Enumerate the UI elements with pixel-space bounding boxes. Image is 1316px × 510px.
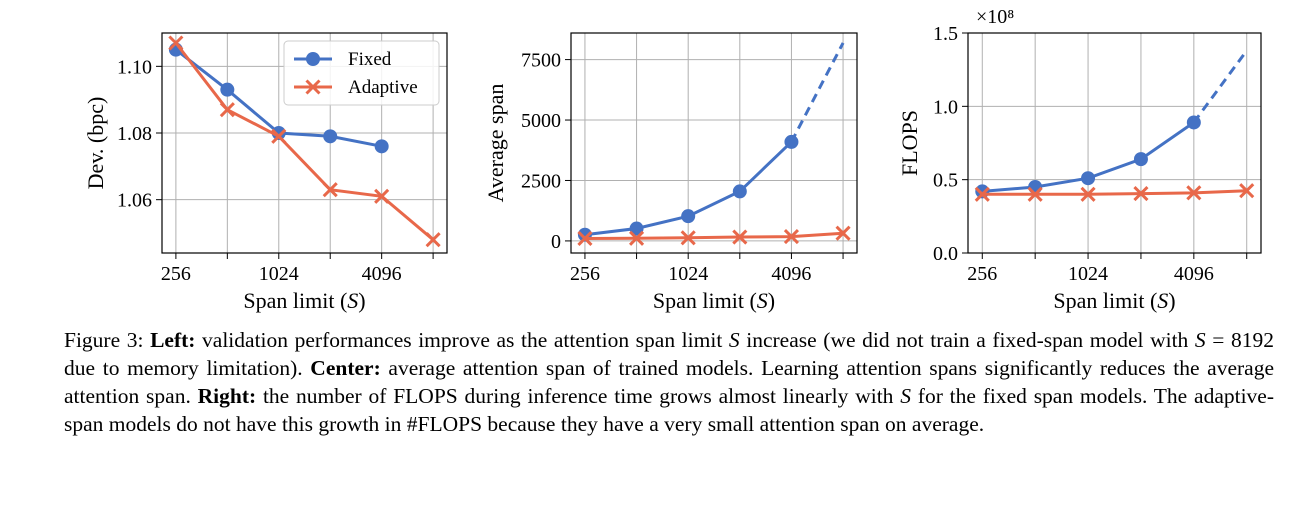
caption-equation: = 8192 [1205,328,1274,352]
data-point-adaptive [732,229,748,245]
axes-frame [161,32,448,254]
data-point-adaptive [1186,185,1202,201]
x-tick-label: 1024 [668,263,708,285]
data-point-fixed [1133,152,1148,167]
y-axis-label: Average span [483,84,508,203]
caption-right-text-1: the number of FLOPS during inference tim… [256,384,901,408]
y-tick-label: 2500 [521,170,561,192]
data-point-fixed [1186,115,1201,130]
data-point-adaptive [1027,186,1043,202]
y-tick-label: 1.06 [117,190,152,212]
data-point-adaptive [1239,183,1255,199]
caption-var-s: S [728,328,740,352]
data-point-adaptive [974,186,990,202]
data-point-adaptive [680,230,696,246]
legend-label: Fixed [348,49,392,70]
data-point-adaptive [629,230,645,246]
data-point-adaptive [322,182,338,198]
y-tick-label: 7500 [521,50,561,72]
y-tick-label: 0 [551,231,561,253]
chart-legend: Fixed Adaptive [283,40,440,106]
data-point-fixed [323,129,338,144]
y-axis-label: FLOPS [897,110,922,176]
data-point-adaptive [168,35,184,51]
caption-figure-label: Figure 3: [64,328,151,352]
y-tick-label: 0.5 [933,170,958,192]
chart-panel-right: 256 1024 4096 0.0 0.5 1.0 1.5 Span limit (S) FLO… [897,6,1262,313]
caption-left-label: Left: [150,328,196,352]
x-axis-label: Span limit (S) [653,288,775,313]
data-point-adaptive [1133,186,1149,202]
data-point-fixed [271,126,286,140]
x-tick-label: 4096 [771,263,811,285]
data-point-fixed [220,82,235,97]
y-tick-label: 1.5 [933,23,958,45]
caption-right-text-2: for the fixed span models. The adaptive-… [64,384,1275,436]
data-point-fixed [784,134,799,149]
caption-center-label: Center: [310,356,381,380]
series-line-adaptive [174,42,435,241]
series-line-adaptive [584,231,844,240]
x-tick-label: 256 [967,263,997,285]
y-tick-label: 1.0 [933,96,958,118]
data-point-adaptive [835,225,851,241]
y-tick-label: 1.10 [117,56,152,78]
axes-frame [967,32,1262,254]
data-point-adaptive [783,228,799,245]
data-point-fixed [1081,171,1096,186]
axes-frame [570,32,858,254]
data-point-fixed [374,139,389,154]
x-tick-label: 4096 [1174,263,1214,285]
data-point-adaptive [219,102,235,118]
caption-left-text-3: due to memory limitation). [64,356,311,380]
data-point-adaptive [1080,186,1096,202]
figure-caption: Figure 3: Left: validation performances … [64,326,1274,438]
caption-var-s: S [900,384,911,408]
figure-svg: 256 1024 4096 1.06 1.08 1.10 Span limit (S) Dev… [83,6,1262,313]
x-axis-label: Span limit (S) [243,288,365,313]
x-tick-label: 256 [161,263,191,285]
legend-marker [305,79,321,95]
y-multiplier-label: ×10⁸ [976,6,1014,28]
data-point-adaptive [374,188,390,204]
series-dashed-extension [1192,49,1248,124]
y-tick-label: 0.0 [933,243,958,265]
data-point-fixed [629,221,644,236]
legend-label: Adaptive [348,77,418,98]
x-tick-label: 4096 [362,263,402,285]
y-tick-label: 5000 [521,110,561,132]
data-point-fixed [681,209,696,224]
x-axis-label: Span limit (S) [1053,288,1175,313]
series-line-adaptive [982,189,1247,196]
chart-panel-left: 256 1024 4096 1.06 1.08 1.10 Span limit (S) Dev… [83,32,448,313]
y-tick-label: 1.08 [117,123,152,145]
caption-right-label: Right: [197,384,257,408]
caption-center-text: average attention span of trained models… [64,356,1275,408]
caption-left-text-1: validation performances improve as the a… [195,328,729,352]
chart-panel-center: 256 1024 4096 0 2500 5000 7500 Span limit (S) Av… [483,32,858,313]
x-tick-label: 1024 [1068,263,1108,285]
caption-left-text-2: increase (we did not train a fixed-span … [739,328,1195,352]
y-axis-label: Dev. (bpc) [83,97,108,190]
x-tick-label: 1024 [259,263,299,285]
data-point-adaptive [271,128,287,144]
data-point-fixed [732,184,747,199]
series-dashed-extension [790,42,845,143]
caption-var-s: S [1194,328,1206,352]
x-tick-label: 256 [570,263,600,285]
data-point-adaptive [425,232,441,248]
legend-marker [306,52,320,66]
data-point-adaptive [577,230,593,247]
data-point-fixed [1028,180,1043,194]
figure-3: 256 1024 4096 1.06 1.08 1.10 Span limit (S) Dev… [83,6,1262,313]
